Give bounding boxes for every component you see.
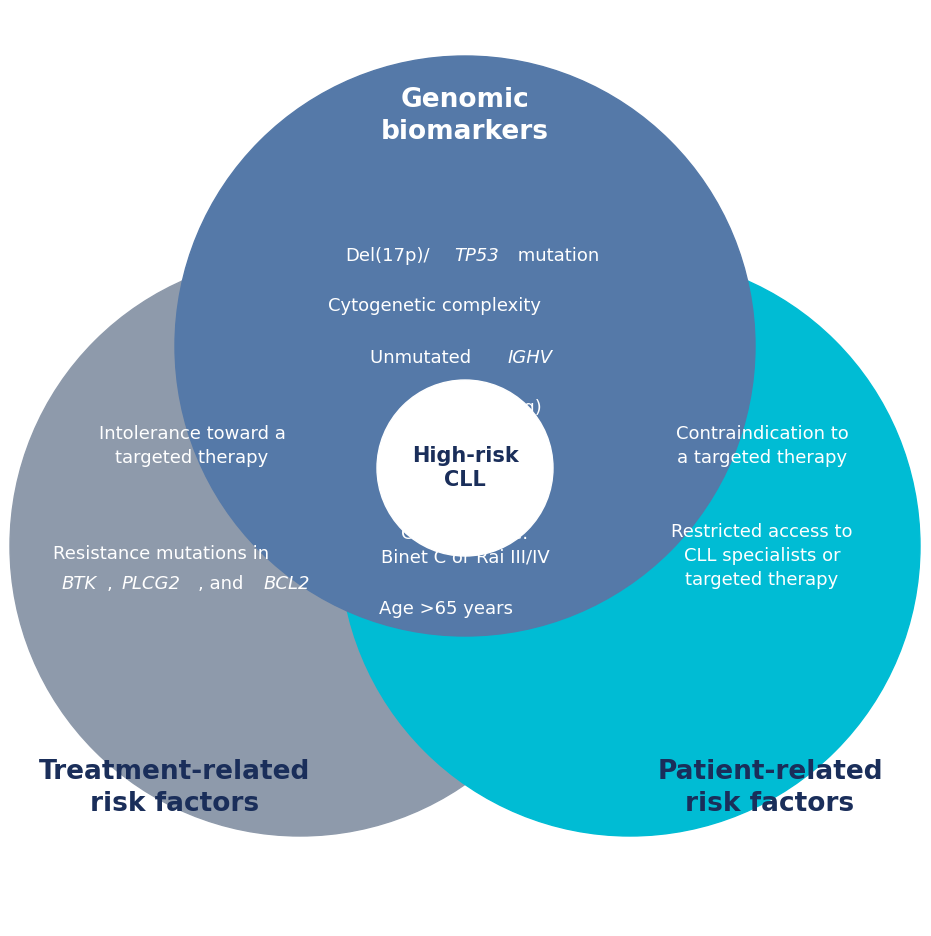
Text: Unmutated: Unmutated — [370, 349, 477, 367]
Text: Contraindication to
a targeted therapy: Contraindication to a targeted therapy — [676, 425, 848, 467]
Text: Genomic
biomarkers: Genomic biomarkers — [381, 87, 549, 145]
Text: del(11q): del(11q) — [466, 399, 542, 417]
Circle shape — [377, 380, 553, 556]
Text: Intolerance toward a
targeted therapy: Intolerance toward a targeted therapy — [99, 425, 286, 467]
Text: Clinical stage:
Binet C or Rai III/IV: Clinical stage: Binet C or Rai III/IV — [381, 525, 549, 567]
Text: PLCG2: PLCG2 — [122, 575, 181, 593]
Text: Resistance mutations in: Resistance mutations in — [52, 545, 269, 563]
Text: ,: , — [107, 575, 118, 593]
Text: BTK: BTK — [61, 575, 97, 593]
Text: mutation: mutation — [512, 247, 600, 265]
Circle shape — [10, 256, 590, 836]
Text: TP53: TP53 — [454, 247, 499, 265]
Text: Patient-related
risk factors: Patient-related risk factors — [657, 759, 883, 817]
Text: Cytogenetic complexity: Cytogenetic complexity — [328, 297, 541, 315]
Circle shape — [340, 256, 920, 836]
Text: Treatment-related
risk factors: Treatment-related risk factors — [39, 759, 311, 817]
Circle shape — [175, 56, 755, 636]
Text: High-risk
CLL: High-risk CLL — [412, 446, 519, 490]
Text: BCL2: BCL2 — [263, 575, 310, 593]
Text: Restricted access to
CLL specialists or
targeted therapy: Restricted access to CLL specialists or … — [671, 523, 853, 589]
Text: , and: , and — [197, 575, 249, 593]
Text: Age >65 years: Age >65 years — [379, 600, 513, 618]
Text: IGHV: IGHV — [508, 349, 553, 367]
Text: Del(17p)/: Del(17p)/ — [345, 247, 429, 265]
